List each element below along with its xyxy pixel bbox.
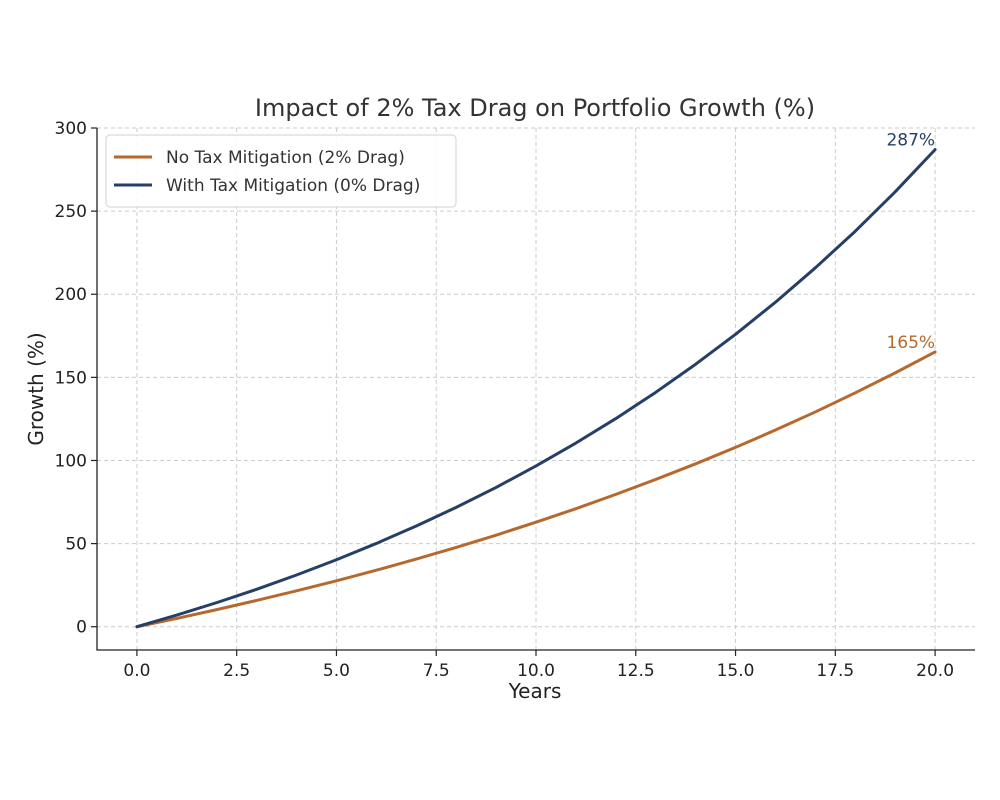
y-tick-label: 100 [55, 451, 87, 471]
x-axis-label: Years [508, 679, 562, 703]
y-tick-label: 300 [55, 119, 87, 139]
x-tick-label: 2.5 [223, 661, 250, 681]
legend-entry-0: No Tax Mitigation (2% Drag) [166, 148, 405, 168]
x-tick-label: 15.0 [717, 661, 755, 681]
x-tick-label: 0.0 [123, 661, 150, 681]
end-labels: 165% 287% [886, 131, 935, 353]
legend: No Tax Mitigation (2% Drag) With Tax Miti… [105, 134, 457, 208]
x-tick-label: 20.0 [916, 661, 954, 681]
chart-title: Impact of 2% Tax Drag on Portfolio Growt… [255, 94, 815, 122]
legend-box [105, 134, 457, 208]
y-tick-label: 0 [76, 618, 87, 638]
x-tick-label: 5.0 [323, 661, 350, 681]
y-tick-label: 250 [55, 202, 87, 222]
axes: 0.0 2.5 5.0 7.5 10.0 12.5 15.0 17.5 20.0 0 50 100 15… [55, 119, 975, 681]
x-tick-label: 12.5 [617, 661, 655, 681]
x-tick-label: 10.0 [517, 661, 555, 681]
x-tick-label: 17.5 [816, 661, 854, 681]
axis-spines [96, 128, 975, 651]
series-line-1 [135, 148, 937, 629]
grid [97, 127, 975, 650]
y-tick-label: 150 [55, 368, 87, 388]
end-label-1: 287% [886, 131, 935, 151]
x-tick-label: 7.5 [423, 661, 450, 681]
y-axis-label: Growth (%) [24, 332, 48, 445]
series-line-0 [135, 350, 937, 629]
y-tick-label: 200 [55, 285, 87, 305]
end-label-0: 165% [886, 333, 935, 353]
legend-entry-1: With Tax Mitigation (0% Drag) [166, 176, 420, 196]
y-tick-label: 50 [65, 535, 87, 555]
series-lines [135, 148, 937, 629]
